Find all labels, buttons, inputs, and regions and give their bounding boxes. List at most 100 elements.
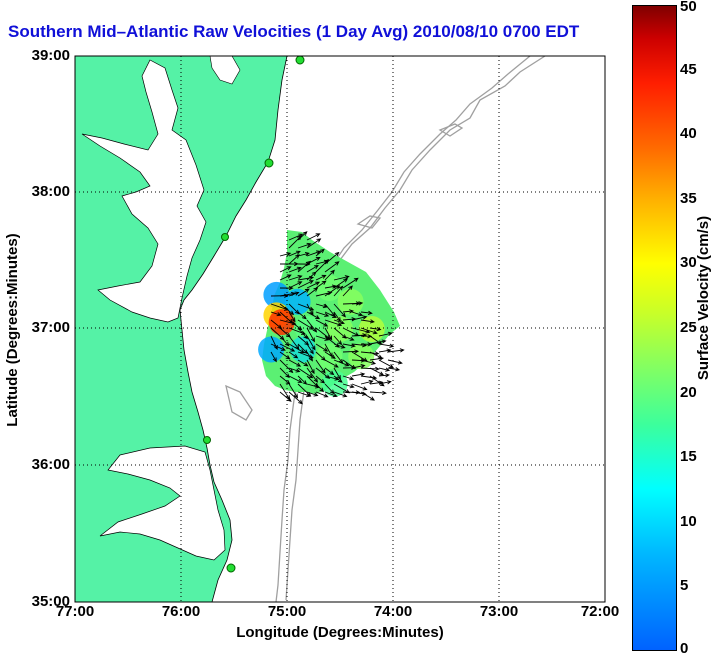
velocity-vector bbox=[369, 356, 385, 361]
colorbar-tick-label: 45 bbox=[680, 60, 697, 78]
velocity-vector bbox=[288, 254, 300, 265]
colorbar-tick-label: 0 bbox=[680, 640, 689, 657]
velocity-vector bbox=[306, 391, 319, 397]
colorbar bbox=[632, 5, 677, 651]
velocity-vector bbox=[324, 284, 337, 289]
velocity-vector bbox=[342, 343, 356, 348]
colorbar-tick-label: 30 bbox=[680, 254, 697, 272]
velocity-vector bbox=[342, 375, 355, 381]
velocity-vector bbox=[279, 266, 292, 273]
colorbar-tick-label: 15 bbox=[680, 448, 697, 466]
velocity-vector bbox=[306, 271, 317, 281]
velocity-vector bbox=[378, 331, 393, 337]
velocity-vector bbox=[306, 238, 322, 249]
velocity-vector bbox=[360, 342, 373, 347]
velocity-vector bbox=[297, 359, 309, 367]
velocity-vector bbox=[315, 280, 327, 289]
velocity-vector bbox=[333, 311, 341, 322]
station-marker bbox=[203, 436, 211, 444]
velocity-vector bbox=[270, 311, 282, 317]
station-marker bbox=[264, 158, 274, 168]
velocity-vector bbox=[342, 309, 354, 314]
velocity-vector bbox=[333, 391, 348, 398]
velocity-vector bbox=[297, 391, 312, 398]
x-tick-label: 77:00 bbox=[55, 603, 95, 620]
velocity-vector bbox=[315, 274, 327, 281]
velocity-vector bbox=[333, 275, 350, 281]
chesapeake-bay bbox=[81, 59, 207, 323]
velocity-vector bbox=[306, 343, 314, 355]
velocity-vector bbox=[378, 373, 391, 378]
velocity-vector bbox=[360, 319, 375, 324]
chart-title: Southern Mid–Atlantic Raw Velocities (1 … bbox=[8, 22, 580, 41]
velocity-vector bbox=[297, 343, 309, 355]
velocity-vector bbox=[288, 359, 302, 367]
velocity-vector bbox=[333, 335, 343, 346]
station-marker bbox=[221, 233, 229, 241]
colorbar-tick-label: 50 bbox=[680, 0, 697, 15]
velocity-vector bbox=[369, 339, 387, 345]
velocity-vector bbox=[324, 327, 333, 341]
velocity-vector bbox=[333, 285, 344, 297]
velocity-vector bbox=[297, 280, 314, 289]
velocity-vector bbox=[288, 383, 299, 399]
velocity-vector bbox=[324, 367, 335, 376]
velocity-vector bbox=[315, 343, 329, 352]
station-marker bbox=[295, 56, 305, 65]
velocity-vector bbox=[333, 359, 350, 367]
velocity-vector bbox=[306, 303, 314, 316]
velocity-vector bbox=[279, 261, 299, 267]
velocity-cell bbox=[316, 343, 343, 370]
velocity-vector bbox=[333, 343, 346, 349]
velocity-vector bbox=[324, 269, 335, 281]
y-tick-label: 35:00 bbox=[31, 593, 70, 610]
velocity-vector bbox=[315, 259, 330, 273]
x-tick-label: 75:00 bbox=[267, 603, 307, 620]
velocity-vector bbox=[279, 343, 296, 352]
velocity-vector bbox=[297, 231, 308, 241]
velocity-vector bbox=[297, 288, 310, 297]
velocity-vector bbox=[324, 261, 340, 273]
station-markers bbox=[203, 56, 305, 573]
x-tick-label: 73:00 bbox=[479, 603, 519, 620]
y-tick-label: 36:00 bbox=[31, 456, 70, 473]
velocity-vector bbox=[279, 391, 292, 402]
velocity-vector bbox=[306, 367, 319, 383]
velocity-vector bbox=[297, 327, 308, 340]
velocity-vector bbox=[315, 303, 328, 309]
velocity-vector bbox=[306, 351, 313, 362]
velocity-vector bbox=[360, 359, 377, 365]
velocity-vector bbox=[324, 359, 339, 368]
velocity-vector bbox=[288, 235, 302, 249]
plot-border bbox=[74, 55, 606, 603]
velocity-vector bbox=[306, 319, 318, 333]
velocity-vector bbox=[360, 327, 378, 335]
velocity-vector bbox=[297, 375, 308, 385]
velocity-vector bbox=[351, 383, 368, 391]
velocity-vector bbox=[288, 281, 303, 289]
colorbar-tick-label: 10 bbox=[680, 512, 697, 530]
velocity-vector bbox=[315, 391, 329, 398]
velocity-vector bbox=[351, 311, 364, 317]
velocity-vector bbox=[315, 375, 326, 384]
velocity-vector bbox=[378, 380, 392, 385]
velocity-vector bbox=[306, 264, 319, 273]
velocity-vector bbox=[306, 359, 315, 375]
y-tick-label: 37:00 bbox=[31, 319, 70, 336]
colorbar-tick-label: 25 bbox=[680, 319, 697, 336]
velocity-vector bbox=[306, 250, 322, 257]
velocity-vector bbox=[315, 248, 325, 257]
velocity-cell bbox=[258, 336, 285, 363]
velocity-vector bbox=[324, 391, 338, 398]
colorbar-tick-label: 35 bbox=[680, 189, 697, 207]
velocity-vector bbox=[351, 315, 368, 321]
grid-lines bbox=[75, 56, 605, 602]
velocity-vector bbox=[342, 277, 359, 289]
velocity-vector bbox=[324, 311, 338, 318]
velocity-vector bbox=[315, 319, 329, 327]
velocity-vector bbox=[387, 367, 401, 372]
velocity-vector bbox=[342, 349, 360, 354]
velocity-vector bbox=[306, 327, 315, 343]
velocity-vector bbox=[378, 343, 395, 348]
velocity-vector bbox=[288, 351, 299, 359]
